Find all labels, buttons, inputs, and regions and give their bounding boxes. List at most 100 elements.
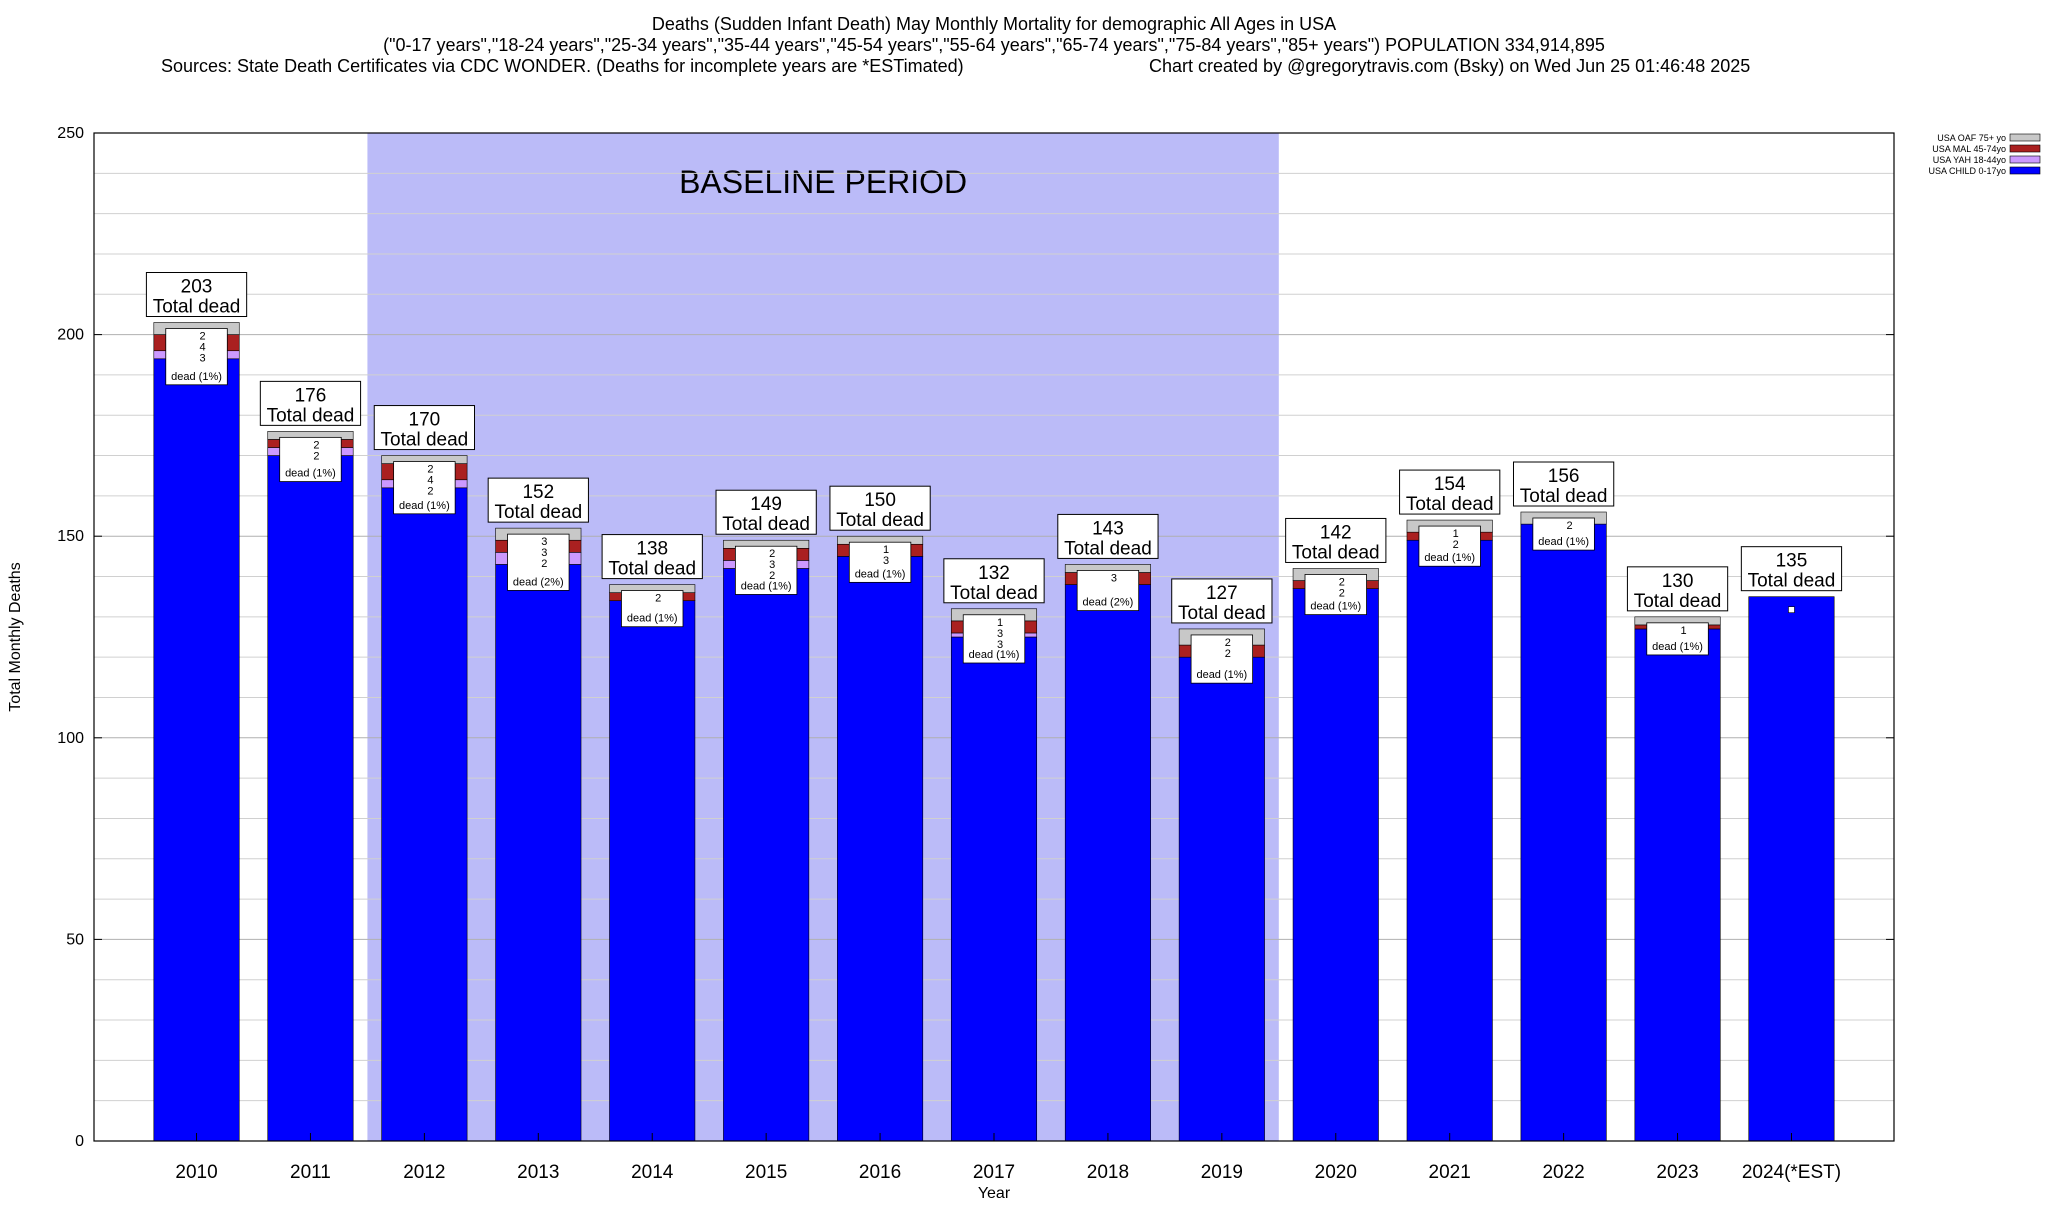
- title-line: Chart created by @gregorytravis.com (Bsk…: [1149, 56, 1750, 76]
- segment-value-label: 2: [199, 331, 205, 343]
- segment-value-label: 2: [1453, 539, 1459, 551]
- segment-value-label: 1: [883, 544, 889, 556]
- total-suffix-label: Total dead: [1292, 542, 1380, 563]
- legend-swatch: [2009, 155, 2041, 164]
- child-share-label: dead (2%): [513, 576, 564, 588]
- baseline-period-label: BASELINE PERIOD: [679, 164, 967, 200]
- total-suffix-label: Total dead: [1520, 486, 1608, 507]
- total-label-box: [145, 272, 248, 318]
- bar-segment: [381, 487, 468, 1142]
- child-share-label: dead (1%): [627, 613, 678, 625]
- child-share-label: dead (1%): [741, 580, 792, 592]
- child-share-label: dead (1%): [399, 500, 450, 512]
- total-label-box: [487, 477, 589, 523]
- total-suffix-label: Total dead: [267, 405, 355, 426]
- bar-segment: [1748, 596, 1835, 1142]
- total-suffix-label: Total dead: [494, 502, 582, 523]
- segment-label-box: [1646, 622, 1709, 656]
- total-label-box: [1740, 546, 1843, 592]
- x-tick-label: 2023: [1656, 1162, 1698, 1183]
- segment-value-label: 2: [769, 570, 775, 582]
- segment-value-label: 3: [1111, 572, 1117, 584]
- child-share-label: dead (1%): [1652, 641, 1703, 653]
- child-share-label: dead (2%): [1083, 597, 1134, 609]
- total-value-label: 203: [181, 277, 213, 298]
- total-suffix-label: Total dead: [1634, 591, 1722, 612]
- total-value-label: 149: [750, 494, 782, 515]
- segment-value-label: 2: [427, 464, 433, 476]
- y-tick-label: 200: [57, 327, 84, 344]
- bar-segment: [153, 358, 240, 1142]
- total-label-box: [943, 558, 1045, 604]
- x-tick-label: 2010: [175, 1162, 217, 1183]
- segment-label-box: [621, 590, 684, 628]
- total-value-label: 152: [522, 482, 554, 503]
- total-value-label: 154: [1434, 474, 1466, 495]
- legend-swatch: [2009, 166, 2041, 175]
- segment-marker: [1788, 606, 1795, 613]
- segment-value-label: 2: [313, 439, 319, 451]
- segment-label-box: [1532, 517, 1595, 551]
- child-share-label: dead (1%): [1196, 669, 1247, 681]
- segment-label-box: [165, 328, 228, 386]
- bar-segment: [723, 568, 810, 1142]
- x-tick-label: 2013: [517, 1162, 559, 1183]
- segment-value-label: 1: [997, 617, 1003, 629]
- child-share-label: dead (1%): [285, 468, 336, 480]
- child-share-label: dead (1%): [1538, 536, 1589, 548]
- segment-value-label: 2: [1225, 637, 1231, 649]
- chart-title: Deaths (Sudden Infant Death) May Monthly…: [161, 14, 1750, 76]
- x-axis-ticks: 2010 2011 2012 2013 2014 2015 2016 2017 2018 2019…: [175, 1133, 1841, 1183]
- child-share-label: dead (1%): [1424, 552, 1475, 564]
- total-value-label: 176: [295, 385, 327, 406]
- total-value-label: 170: [409, 410, 441, 431]
- segment-label-box: [393, 461, 456, 515]
- x-tick-label: 2022: [1542, 1162, 1584, 1183]
- segment-label-box: [734, 545, 798, 595]
- legend-entry-label: USA CHILD 0-17yo: [1928, 166, 2006, 176]
- total-suffix-label: Total dead: [153, 297, 241, 318]
- segment-label-box: [848, 541, 912, 583]
- x-tick-label: 2019: [1201, 1162, 1243, 1183]
- segment-label-box: [1304, 574, 1367, 616]
- segment-label-box: [507, 533, 570, 591]
- segment-value-label: 2: [541, 558, 547, 570]
- segment-value-label: 1: [1453, 528, 1459, 540]
- segment-value-label: 2: [769, 548, 775, 560]
- x-tick-label: 2024(*EST): [1742, 1162, 1841, 1183]
- segment-value-label: 3: [541, 536, 547, 548]
- legend-swatch: [2009, 133, 2041, 142]
- bar-segment: [1064, 584, 1151, 1142]
- total-label-box: [1171, 578, 1273, 624]
- total-value-label: 156: [1548, 466, 1580, 487]
- segment-value-label: 2: [1225, 648, 1231, 660]
- total-suffix-label: Total dead: [950, 583, 1038, 604]
- x-tick-label: 2017: [973, 1162, 1015, 1183]
- bar-segment: [1178, 656, 1265, 1142]
- segment-value-label: 3: [769, 559, 775, 571]
- total-suffix-label: Total dead: [608, 559, 696, 580]
- x-tick-label: 2018: [1087, 1162, 1129, 1183]
- bar-segment: [1292, 588, 1379, 1142]
- bar-segment: [1634, 628, 1721, 1142]
- y-tick-label: 100: [57, 730, 84, 747]
- segment-value-label: 3: [883, 555, 889, 567]
- child-share-label: dead (1%): [1310, 601, 1361, 613]
- x-axis-label: Year: [978, 1185, 1011, 1200]
- segment-value-label: 3: [997, 639, 1003, 651]
- total-suffix-label: Total dead: [722, 514, 810, 535]
- segment-value-label: 3: [541, 547, 547, 559]
- bar-segment: [495, 564, 582, 1142]
- total-label-box: [715, 489, 817, 535]
- segment-value-label: 2: [427, 486, 433, 498]
- segment-value-label: 2: [655, 593, 661, 605]
- total-label-box: [1512, 461, 1615, 507]
- title-line: Sources: State Death Certificates via CD…: [161, 56, 964, 76]
- title-line: ("0-17 years","18-24 years","25-34 years…: [383, 35, 1605, 55]
- bar-segment: [1406, 539, 1493, 1142]
- total-suffix-label: Total dead: [1178, 603, 1266, 624]
- segment-value-label: 2: [1339, 576, 1345, 588]
